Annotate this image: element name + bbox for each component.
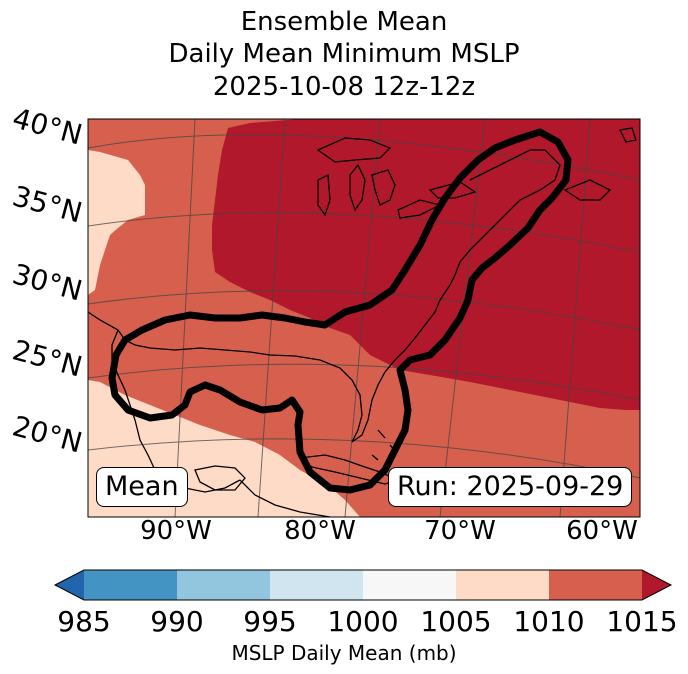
colorbar-label: MSLP Daily Mean (mb): [231, 641, 457, 665]
colorbar-tick-1010: 1010: [513, 605, 585, 638]
map-area: [88, 119, 640, 517]
lon-label-60w: 60°W: [566, 516, 638, 546]
ensemble-contour: [108, 128, 572, 494]
colorbar-outline: [53, 569, 673, 601]
colorbar: [53, 569, 673, 601]
colorbar-tick-990: 990: [150, 605, 204, 638]
mean-box: Mean: [96, 467, 188, 507]
title-line-1: Ensemble Mean: [240, 7, 448, 37]
colorbar-tick-985: 985: [57, 605, 111, 638]
lon-label-90w: 90°W: [140, 516, 212, 546]
colorbar-extend-low: [55, 570, 84, 600]
colorbar-swatch-1000-1005: [363, 570, 456, 600]
lon-label-80w: 80°W: [284, 516, 356, 546]
colorbar-swatch-990-995: [177, 570, 270, 600]
colorbar-tick-1015: 1015: [606, 605, 678, 638]
coastlines: [88, 127, 637, 517]
colorbar-tick-1005: 1005: [420, 605, 492, 638]
colorbar-swatch-985-990: [84, 570, 177, 600]
colorbar-swatch-995-1000: [270, 570, 363, 600]
lon-label-70w: 70°W: [424, 516, 496, 546]
colorbar-swatch-1010-1015: [549, 570, 642, 600]
colorbar-tick-995: 995: [243, 605, 297, 638]
title-line-3: 2025-10-08 12z-12z: [212, 72, 476, 102]
field-above-1015: [212, 119, 640, 410]
colorbar-tick-1000: 1000: [327, 605, 399, 638]
title-line-2: Daily Mean Minimum MSLP: [168, 39, 520, 69]
map-frame: [87, 118, 641, 518]
colorbar-extend-high: [642, 570, 671, 600]
run-date-box: Run: 2025-09-29: [388, 467, 633, 507]
colorbar-swatch-1005-1010: [456, 570, 549, 600]
